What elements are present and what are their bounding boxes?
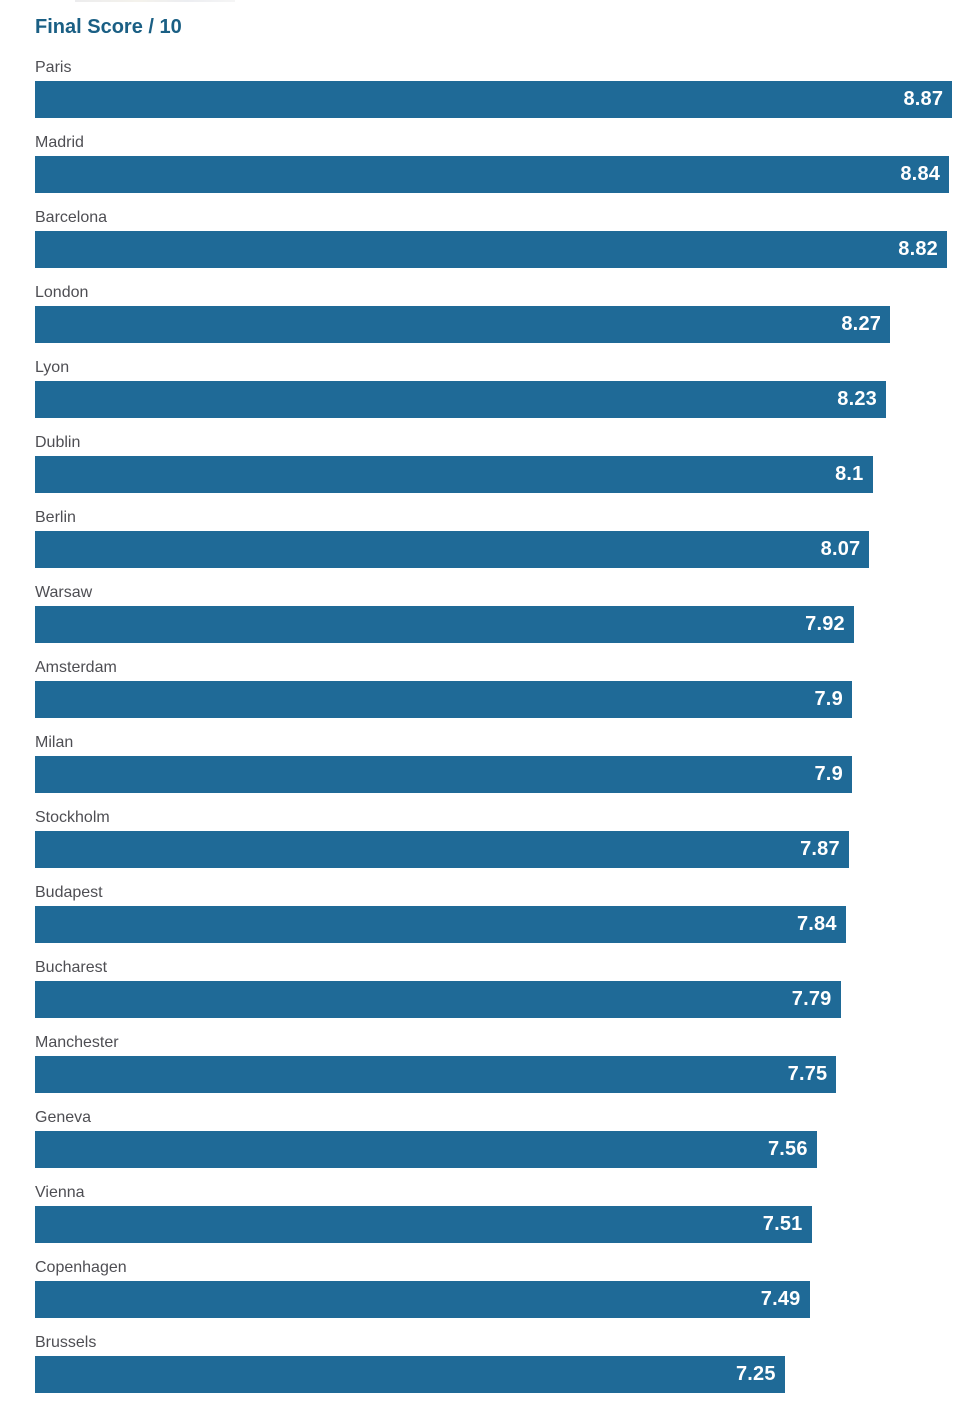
bar-value-label: 7.49 [760, 1288, 801, 1310]
bar-chart: Paris 8.87 Madrid 8.84 Barcelona 8.82 London 8.… [0, 40, 980, 1393]
bar-category-label: Lyon [35, 359, 70, 376]
bar-row: Barcelona 8.82 [35, 208, 980, 268]
bar-row: Budapest 7.84 [35, 883, 980, 943]
bar-row: Paris 8.87 [35, 58, 980, 118]
bar-row: Amsterdam 7.9 [35, 658, 980, 718]
bar-value-label: 7.84 [796, 913, 837, 935]
chart-title: Final Score / 10 [35, 16, 182, 38]
bar-row: Lyon 8.23 [35, 358, 980, 418]
bar: 7.9 [35, 756, 852, 793]
bar-category-label: Barcelona [35, 209, 108, 226]
bar: 8.07 [35, 531, 870, 568]
bar-category-label: Dublin [35, 434, 81, 451]
bar-category-label: Stockholm [35, 809, 110, 826]
bar-value-label: 7.92 [805, 613, 845, 635]
bar-value-label: 8.27 [841, 313, 882, 335]
bar-value-label: 7.51 [762, 1213, 803, 1235]
bar: 7.56 [35, 1131, 817, 1168]
bar: 8.23 [35, 381, 886, 418]
bar-row: Bucharest 7.79 [35, 958, 980, 1018]
bar-category-label: Copenhagen [35, 1259, 127, 1276]
bar-category-label: Brussels [35, 1334, 97, 1351]
bar-category-label: Paris [35, 59, 72, 76]
bar: 7.49 [35, 1281, 810, 1318]
bar: 8.82 [35, 231, 947, 268]
bar-value-label: 8.1 [835, 463, 864, 485]
bar-value-label: 7.56 [767, 1138, 808, 1160]
bar: 8.27 [35, 306, 891, 343]
bar: 7.25 [35, 1356, 785, 1393]
clipped-content-top [75, 0, 235, 2]
bar-value-label: 8.23 [837, 388, 877, 410]
bar-category-label: Manchester [35, 1034, 119, 1051]
bar-value-label: 8.87 [903, 88, 944, 110]
bar-value-label: 7.9 [814, 688, 843, 710]
bar-row: Vienna 7.51 [35, 1183, 980, 1243]
bar-row: Warsaw 7.92 [35, 583, 980, 643]
bar: 7.92 [35, 606, 854, 643]
bar: 7.51 [35, 1206, 812, 1243]
bar-value-label: 7.79 [791, 988, 832, 1010]
bar-category-label: Amsterdam [35, 659, 117, 676]
bar-category-label: Budapest [35, 884, 103, 901]
bar-row: Brussels 7.25 [35, 1333, 980, 1393]
bar: 7.75 [35, 1056, 837, 1093]
bar: 8.87 [35, 81, 953, 118]
bar-category-label: Warsaw [35, 584, 93, 601]
bar-row: Milan 7.9 [35, 733, 980, 793]
bar-value-label: 7.75 [787, 1063, 828, 1085]
bar-value-label: 8.84 [900, 163, 941, 185]
bar: 7.84 [35, 906, 846, 943]
bar: 7.87 [35, 831, 849, 868]
bar-category-label: Madrid [35, 134, 84, 151]
bar: 7.9 [35, 681, 852, 718]
bar-row: Copenhagen 7.49 [35, 1258, 980, 1318]
bar-row: Geneva 7.56 [35, 1108, 980, 1168]
bar-value-label: 7.25 [735, 1363, 776, 1385]
bar-value-label: 7.9 [814, 763, 843, 785]
bar-category-label: Bucharest [35, 959, 108, 976]
bar-category-label: London [35, 284, 89, 301]
bar-category-label: Vienna [35, 1184, 85, 1201]
bar-value-label: 8.07 [820, 538, 861, 560]
bar-value-label: 7.87 [800, 838, 840, 860]
bar-category-label: Geneva [35, 1109, 92, 1126]
bar-row: Madrid 8.84 [35, 133, 980, 193]
bar-row: Berlin 8.07 [35, 508, 980, 568]
bar-row: Manchester 7.75 [35, 1033, 980, 1093]
bar: 7.79 [35, 981, 841, 1018]
bar-category-label: Milan [35, 734, 74, 751]
bar-category-label: Berlin [35, 509, 76, 526]
bar: 8.1 [35, 456, 873, 493]
bar: 8.84 [35, 156, 950, 193]
bar-value-label: 8.82 [898, 238, 938, 260]
bar-row: Stockholm 7.87 [35, 808, 980, 868]
bar-row: London 8.27 [35, 283, 980, 343]
bar-row: Dublin 8.1 [35, 433, 980, 493]
